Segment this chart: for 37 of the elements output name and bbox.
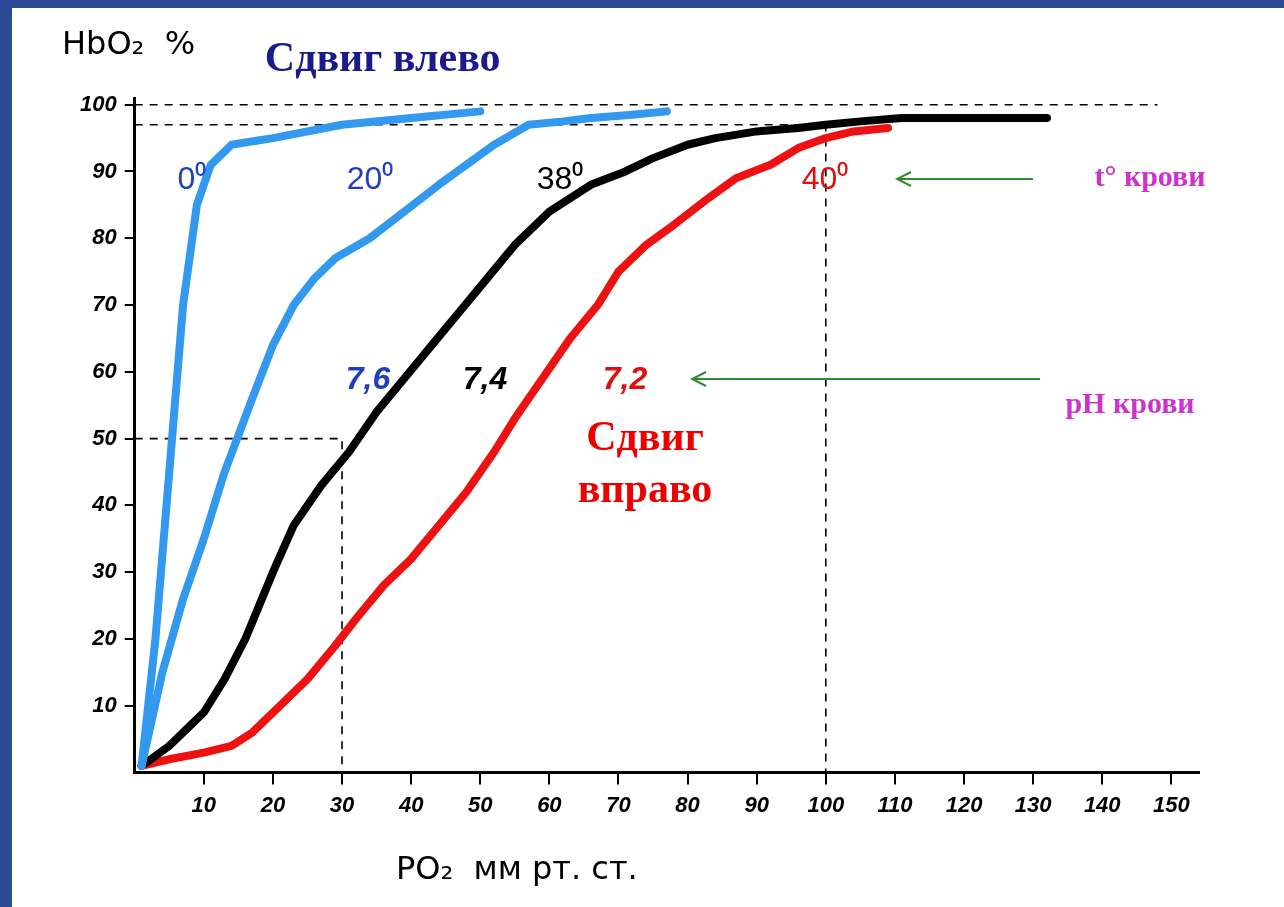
y-tick-label: 40 xyxy=(91,491,118,517)
chart-title: Сдвиг влево xyxy=(264,33,501,80)
x-tick-label: 50 xyxy=(468,791,494,817)
x-tick-label: 30 xyxy=(329,791,356,817)
x-tick-label: 130 xyxy=(1014,791,1053,817)
y-tick-label: 30 xyxy=(92,558,118,584)
x-tick-label: 60 xyxy=(537,791,563,817)
y-tick-label: 60 xyxy=(92,357,118,383)
annotation: t° крови xyxy=(1094,158,1206,192)
annotation: Сдвиг вправо xyxy=(577,412,713,512)
y-tick-label: 10 xyxy=(92,691,118,717)
annotation: 7,6 xyxy=(345,359,391,396)
y-tick-label: 90 xyxy=(92,157,118,183)
x-tick-label: 10 xyxy=(191,791,217,817)
y-tick-label: 100 xyxy=(79,90,118,116)
y-tick-label: 70 xyxy=(92,291,118,317)
y-tick-label: 80 xyxy=(92,224,118,250)
x-tick-label: 140 xyxy=(1083,791,1122,817)
y-tick-label: 20 xyxy=(91,625,118,651)
annotation: 7,4 xyxy=(462,359,508,396)
x-tick-label: 90 xyxy=(744,791,770,817)
x-tick-label: 80 xyxy=(675,791,701,817)
annotation: 7,2 xyxy=(602,359,648,396)
x-axis-title: PO₂ мм рт. ст. xyxy=(395,848,638,887)
x-tick-label: 70 xyxy=(606,791,632,817)
y-tick-label: 50 xyxy=(92,424,118,450)
annotation: 20⁰ xyxy=(346,159,394,196)
annotation: 40⁰ xyxy=(801,159,849,196)
y-axis-title: HbO₂ % xyxy=(62,24,196,63)
x-tick-label: 100 xyxy=(807,791,845,817)
x-tick-label: 110 xyxy=(877,791,914,817)
x-tick-label: 20 xyxy=(259,791,286,817)
x-tick-label: 150 xyxy=(1153,791,1191,817)
x-tick-label: 120 xyxy=(945,791,984,817)
annotation: 38⁰ xyxy=(536,159,584,196)
x-tick-label: 40 xyxy=(397,791,425,817)
annotation: pH крови xyxy=(1065,385,1195,419)
